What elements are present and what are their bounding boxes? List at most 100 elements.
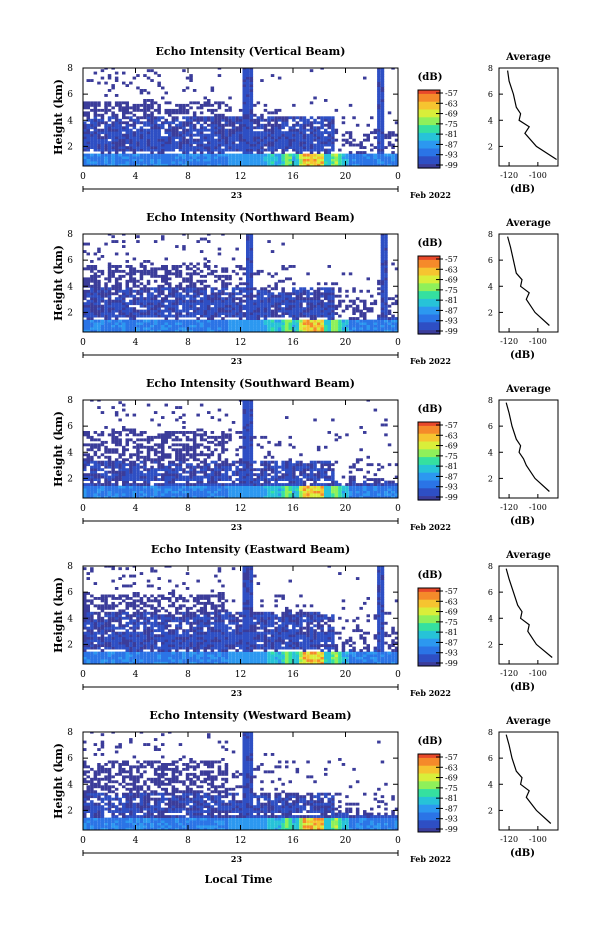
echo-cell <box>380 163 385 166</box>
echo-cell <box>235 247 239 251</box>
echo-cell <box>168 121 172 125</box>
echo-cell <box>267 324 271 328</box>
echo-cell <box>93 465 98 469</box>
echo-cell <box>355 143 360 147</box>
echo-cell <box>377 161 381 164</box>
echo-cell <box>210 161 215 164</box>
echo-cell <box>171 299 176 303</box>
echo-cell <box>203 438 207 442</box>
echo-cell <box>214 475 218 479</box>
echo-cell <box>295 133 300 137</box>
echo-cell <box>249 76 254 80</box>
echo-cell <box>189 136 193 140</box>
echo-cell <box>267 128 271 132</box>
echo-cell <box>380 284 385 288</box>
echo-cell <box>125 478 129 481</box>
echo-cell <box>185 277 190 281</box>
echo-cell <box>387 322 392 325</box>
echo-cell <box>90 309 94 313</box>
echo-cell <box>274 488 278 491</box>
echo-heatmap <box>83 400 398 498</box>
echo-cell <box>302 116 307 120</box>
echo-cell <box>327 131 331 135</box>
echo-cell <box>302 153 307 157</box>
echo-cell <box>146 116 151 120</box>
echo-cell <box>302 470 307 474</box>
echo-cell <box>274 302 278 306</box>
echo-cell <box>331 282 335 286</box>
echo-cell <box>182 299 186 303</box>
echo-cell <box>281 158 285 162</box>
echo-cell <box>334 307 339 311</box>
echo-cell <box>313 322 317 325</box>
x-tick-label: 4 <box>133 338 139 348</box>
echo-cell <box>118 146 122 149</box>
echo-cell <box>114 297 119 301</box>
echo-cell <box>139 153 144 157</box>
echo-cell <box>114 76 119 80</box>
echo-cell <box>238 156 243 159</box>
echo-cell <box>157 287 161 291</box>
echo-cell <box>359 329 363 332</box>
echo-cell <box>132 433 137 437</box>
echo-cell <box>231 304 236 308</box>
echo-cell <box>224 460 229 464</box>
colorbar-segment <box>418 99 440 103</box>
echo-cell <box>143 106 147 110</box>
echo-cell <box>146 287 151 291</box>
echo-cell <box>214 483 218 486</box>
echo-cell <box>249 158 254 162</box>
echo-cell <box>143 463 147 467</box>
echo-cell <box>168 128 172 132</box>
echo-cell <box>182 247 186 251</box>
echo-cell <box>313 294 317 298</box>
echo-cell <box>118 433 122 437</box>
echo-cell <box>111 123 115 127</box>
echo-cell <box>377 319 381 323</box>
echo-cell <box>199 488 204 491</box>
echo-cell <box>111 141 115 145</box>
echo-cell <box>161 493 165 496</box>
echo-cell <box>111 460 115 464</box>
echo-cell <box>313 96 317 100</box>
echo-cell <box>299 493 303 496</box>
echo-cell <box>366 289 370 293</box>
echo-cell <box>86 463 90 467</box>
colorbar-tick-label: -99 <box>445 161 458 170</box>
echo-cell <box>97 292 101 296</box>
echo-cell <box>136 133 140 137</box>
echo-cell <box>387 158 392 162</box>
echo-cell <box>299 329 303 332</box>
echo-cell <box>214 460 218 464</box>
echo-cell <box>249 302 254 306</box>
x-tick-label: 12 <box>235 172 246 182</box>
echo-cell <box>267 478 271 481</box>
echo-cell <box>107 279 112 283</box>
echo-cell <box>238 302 243 306</box>
echo-cell <box>157 163 161 166</box>
echo-cell <box>189 116 193 120</box>
echo-cell <box>132 146 137 149</box>
echo-cell <box>83 111 87 115</box>
echo-cell <box>231 153 236 157</box>
echo-cell <box>267 493 271 496</box>
colorbar-segment <box>418 111 440 114</box>
echo-cell <box>125 123 129 127</box>
echo-cell <box>295 151 300 154</box>
colorbar-segment <box>418 142 440 146</box>
echo-cell <box>125 488 129 491</box>
echo-cell <box>157 299 161 303</box>
echo-cell <box>178 282 183 286</box>
echo-cell <box>150 269 154 273</box>
echo-cell <box>93 282 98 286</box>
echo-cell <box>100 146 105 149</box>
echo-cell <box>189 138 193 142</box>
echo-cell <box>199 319 204 323</box>
day-label: 23 <box>231 356 243 366</box>
echo-cell <box>86 128 90 132</box>
echo-cell <box>238 158 243 162</box>
echo-cell <box>97 250 101 253</box>
echo-cell <box>391 262 395 266</box>
echo-cell <box>210 146 215 149</box>
echo-cell <box>228 463 232 467</box>
